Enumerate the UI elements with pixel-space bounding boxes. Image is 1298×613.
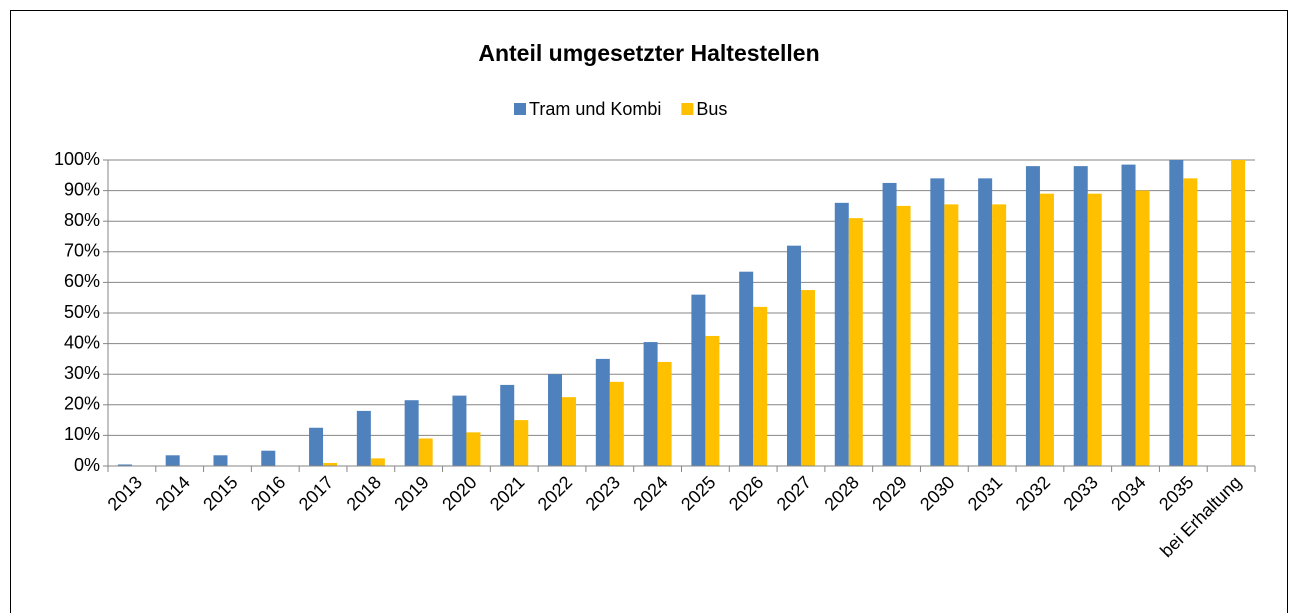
- bar: [930, 178, 945, 467]
- bar: [1231, 160, 1246, 466]
- x-tick-label: 2021: [486, 472, 528, 514]
- bar: [691, 294, 706, 466]
- bar: [562, 397, 577, 466]
- x-tick-label: 2018: [343, 472, 385, 514]
- bar: [896, 205, 911, 466]
- x-tick-label: 2023: [582, 472, 624, 514]
- bar: [514, 420, 529, 466]
- y-tick-label: 50%: [64, 302, 100, 322]
- x-tick-label: 2029: [868, 472, 910, 514]
- x-tick-label: 2014: [151, 472, 193, 514]
- x-tick-label: 2019: [390, 472, 432, 514]
- bar: [309, 427, 324, 466]
- y-tick-label: 80%: [64, 210, 100, 230]
- bar: [753, 306, 768, 466]
- bar: [595, 358, 610, 466]
- bar: [1087, 193, 1102, 466]
- bar: [418, 438, 433, 466]
- bar: [117, 464, 132, 466]
- legend-label: Tram und Kombi: [529, 99, 661, 119]
- y-tick-label: 10%: [64, 424, 100, 444]
- bar: [500, 384, 515, 466]
- y-tick-label: 60%: [64, 271, 100, 291]
- y-tick-label: 100%: [54, 149, 100, 169]
- bar: [165, 455, 180, 466]
- x-tick-label: 2028: [820, 472, 862, 514]
- bar: [548, 374, 563, 466]
- x-tick-label: 2030: [916, 472, 958, 514]
- bar: [786, 245, 801, 466]
- bar: [1183, 178, 1198, 467]
- x-tick-label: 2015: [199, 472, 241, 514]
- x-tick-label: 2016: [247, 472, 289, 514]
- bar: [657, 361, 672, 466]
- y-tick-label: 20%: [64, 394, 100, 414]
- x-tick-label: 2034: [1107, 472, 1149, 514]
- y-tick-label: 90%: [64, 179, 100, 199]
- bar: [356, 410, 371, 466]
- bar: [609, 381, 624, 466]
- bar: [452, 395, 467, 466]
- x-tick-label: 2033: [1059, 472, 1101, 514]
- x-tick-label: 2032: [1012, 472, 1054, 514]
- bar: [739, 271, 754, 466]
- bar: [213, 455, 228, 466]
- x-tick-label: 2031: [964, 472, 1006, 514]
- bar: [370, 458, 385, 466]
- legend-swatch: [514, 103, 526, 115]
- bar: [466, 432, 481, 466]
- bar: [1073, 166, 1088, 466]
- x-tick-label: 2035: [1155, 472, 1197, 514]
- bar: [705, 335, 720, 466]
- bar: [848, 218, 863, 466]
- x-tick-label: 2020: [438, 472, 480, 514]
- bar: [323, 462, 338, 466]
- bar: [1135, 190, 1150, 466]
- legend-swatch: [681, 103, 694, 115]
- bar: [1025, 166, 1040, 466]
- bar: [643, 342, 658, 466]
- x-tick-label: 2025: [677, 472, 719, 514]
- bar: [261, 450, 276, 466]
- x-tick-label: 2017: [295, 472, 337, 514]
- x-tick-label: 2013: [104, 472, 146, 514]
- bar: [834, 202, 849, 466]
- x-tick-label: 2022: [534, 472, 576, 514]
- y-tick-label: 70%: [64, 241, 100, 261]
- chart-title: Anteil umgesetzter Haltestellen: [478, 40, 819, 66]
- bar: [978, 178, 993, 467]
- y-tick-label: 30%: [64, 363, 100, 383]
- y-tick-label: 0%: [74, 455, 100, 475]
- legend-label: Bus: [696, 99, 727, 119]
- bar: [944, 204, 959, 466]
- bar: [1121, 164, 1136, 466]
- bar: [992, 204, 1007, 466]
- bar: [404, 400, 419, 466]
- bar: [1039, 193, 1054, 466]
- x-tick-label: 2024: [629, 472, 671, 514]
- bar: [800, 290, 815, 466]
- bar: [1169, 160, 1184, 466]
- bar: [882, 182, 897, 466]
- chart-border: [10, 10, 1288, 613]
- x-tick-label: 2027: [773, 472, 815, 514]
- x-tick-label: 2026: [725, 472, 767, 514]
- y-tick-label: 40%: [64, 332, 100, 352]
